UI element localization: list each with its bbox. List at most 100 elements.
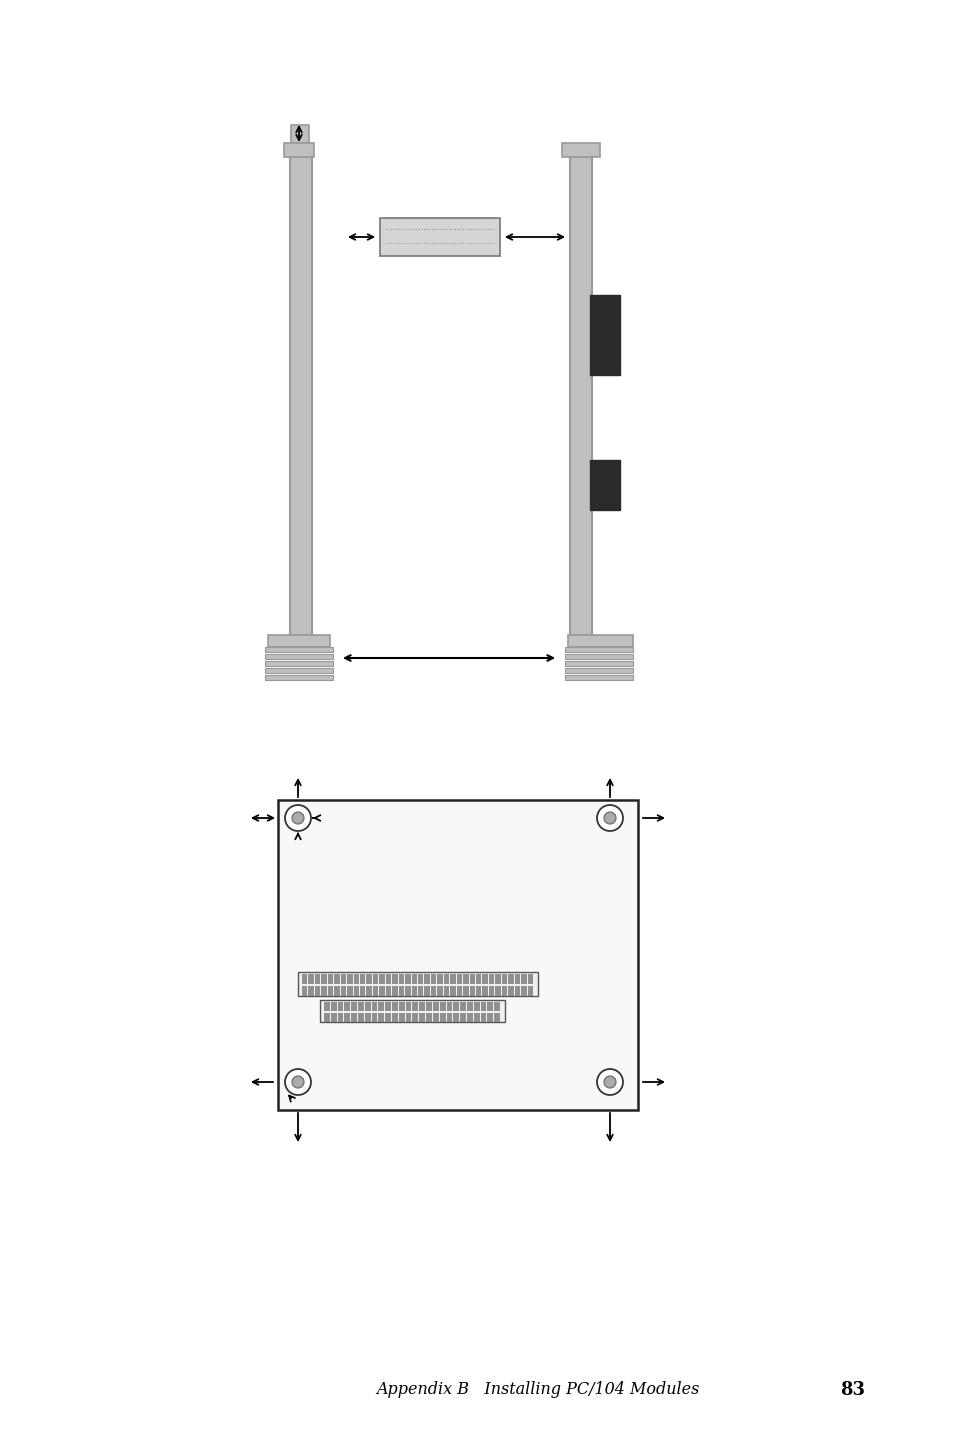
Bar	[328, 985, 333, 995]
Bar	[392, 974, 397, 984]
Bar	[443, 985, 449, 995]
Bar	[378, 1002, 384, 1011]
Bar	[514, 985, 519, 995]
Bar	[567, 635, 633, 646]
Text: 83: 83	[840, 1381, 864, 1399]
Bar	[354, 985, 358, 995]
Bar	[392, 1002, 397, 1011]
Bar	[398, 985, 404, 995]
Bar	[319, 1000, 504, 1022]
Bar	[398, 974, 404, 984]
Bar	[411, 974, 416, 984]
Circle shape	[285, 1070, 311, 1095]
Bar	[344, 1012, 350, 1021]
Bar	[564, 675, 633, 681]
Bar	[495, 974, 500, 984]
Bar	[443, 974, 449, 984]
Bar	[373, 974, 378, 984]
Bar	[446, 1012, 452, 1021]
Bar	[385, 974, 391, 984]
Bar	[456, 974, 461, 984]
Circle shape	[597, 805, 622, 831]
Bar	[357, 1012, 363, 1021]
Circle shape	[285, 805, 311, 831]
Bar	[265, 668, 333, 674]
Bar	[411, 985, 416, 995]
Bar	[265, 654, 333, 659]
Bar	[290, 144, 312, 641]
Bar	[561, 143, 599, 157]
Bar	[340, 974, 346, 984]
Bar	[364, 1012, 371, 1021]
Bar	[308, 985, 314, 995]
Bar	[417, 985, 423, 995]
Bar	[466, 1002, 473, 1011]
Bar	[527, 985, 533, 995]
Bar	[398, 1002, 404, 1011]
Bar	[482, 985, 487, 995]
Bar	[379, 217, 499, 256]
Bar	[302, 985, 307, 995]
Bar	[284, 143, 314, 157]
Bar	[474, 1002, 479, 1011]
Bar	[495, 985, 500, 995]
Bar	[405, 1002, 411, 1011]
Bar	[347, 985, 353, 995]
Bar	[324, 1012, 330, 1021]
Bar	[436, 985, 442, 995]
Circle shape	[603, 812, 616, 824]
Text: Appendix B   Installing PC/104 Modules: Appendix B Installing PC/104 Modules	[376, 1381, 700, 1399]
Bar	[412, 1012, 417, 1021]
Bar	[508, 974, 513, 984]
Bar	[265, 675, 333, 681]
Bar	[433, 1002, 438, 1011]
Bar	[446, 1002, 452, 1011]
Bar	[589, 460, 619, 511]
Bar	[334, 985, 339, 995]
Bar	[466, 1012, 473, 1021]
Bar	[321, 985, 327, 995]
Bar	[321, 974, 327, 984]
Bar	[412, 1002, 417, 1011]
Bar	[459, 1002, 465, 1011]
Bar	[501, 974, 507, 984]
Bar	[265, 646, 333, 652]
Bar	[405, 1012, 411, 1021]
Bar	[431, 974, 436, 984]
Bar	[453, 1002, 458, 1011]
Bar	[392, 985, 397, 995]
Bar	[372, 1012, 377, 1021]
Bar	[480, 1012, 486, 1021]
Bar	[351, 1002, 356, 1011]
Bar	[494, 1012, 499, 1021]
Bar	[436, 974, 442, 984]
Bar	[297, 972, 537, 997]
Bar	[398, 1012, 404, 1021]
Bar	[314, 985, 320, 995]
Bar	[419, 1002, 425, 1011]
Bar	[392, 1012, 397, 1021]
Bar	[564, 646, 633, 652]
Bar	[366, 985, 372, 995]
Bar	[439, 1012, 445, 1021]
Bar	[564, 661, 633, 666]
Bar	[291, 124, 309, 147]
Bar	[564, 654, 633, 659]
Bar	[469, 985, 475, 995]
Bar	[424, 974, 430, 984]
Bar	[488, 985, 494, 995]
Bar	[476, 974, 481, 984]
Bar	[308, 974, 314, 984]
Bar	[277, 799, 638, 1110]
Bar	[589, 295, 619, 375]
Bar	[462, 974, 468, 984]
Bar	[344, 1002, 350, 1011]
Bar	[459, 1012, 465, 1021]
Bar	[405, 985, 410, 995]
Bar	[364, 1002, 371, 1011]
Bar	[373, 985, 378, 995]
Bar	[328, 974, 333, 984]
Bar	[354, 974, 358, 984]
Bar	[501, 985, 507, 995]
Bar	[366, 974, 372, 984]
